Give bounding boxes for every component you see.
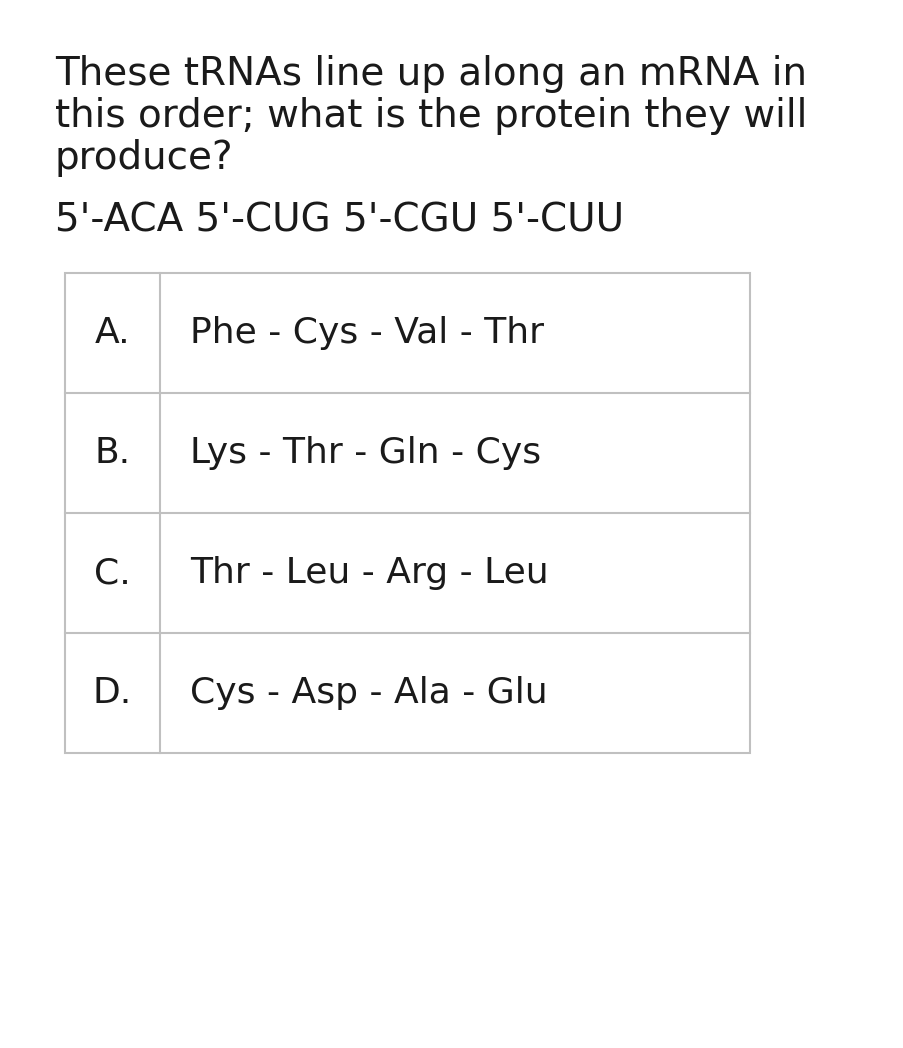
- Text: B.: B.: [94, 436, 130, 470]
- Text: These tRNAs line up along an mRNA in: These tRNAs line up along an mRNA in: [55, 54, 806, 93]
- Text: this order; what is the protein they will: this order; what is the protein they wil…: [55, 97, 806, 135]
- Bar: [65, 272, 749, 754]
- Text: produce?: produce?: [55, 139, 233, 177]
- Text: C.: C.: [94, 556, 131, 590]
- Text: A.: A.: [95, 316, 130, 350]
- Text: Lys - Thr - Gln - Cys: Lys - Thr - Gln - Cys: [190, 436, 541, 470]
- Text: Thr - Leu - Arg - Leu: Thr - Leu - Arg - Leu: [190, 556, 548, 590]
- Text: D.: D.: [93, 676, 132, 709]
- Text: Phe - Cys - Val - Thr: Phe - Cys - Val - Thr: [190, 316, 544, 350]
- Text: 5'-ACA 5'-CUG 5'-CGU 5'-CUU: 5'-ACA 5'-CUG 5'-CGU 5'-CUU: [55, 201, 623, 239]
- Text: Cys - Asp - Ala - Glu: Cys - Asp - Ala - Glu: [190, 676, 547, 709]
